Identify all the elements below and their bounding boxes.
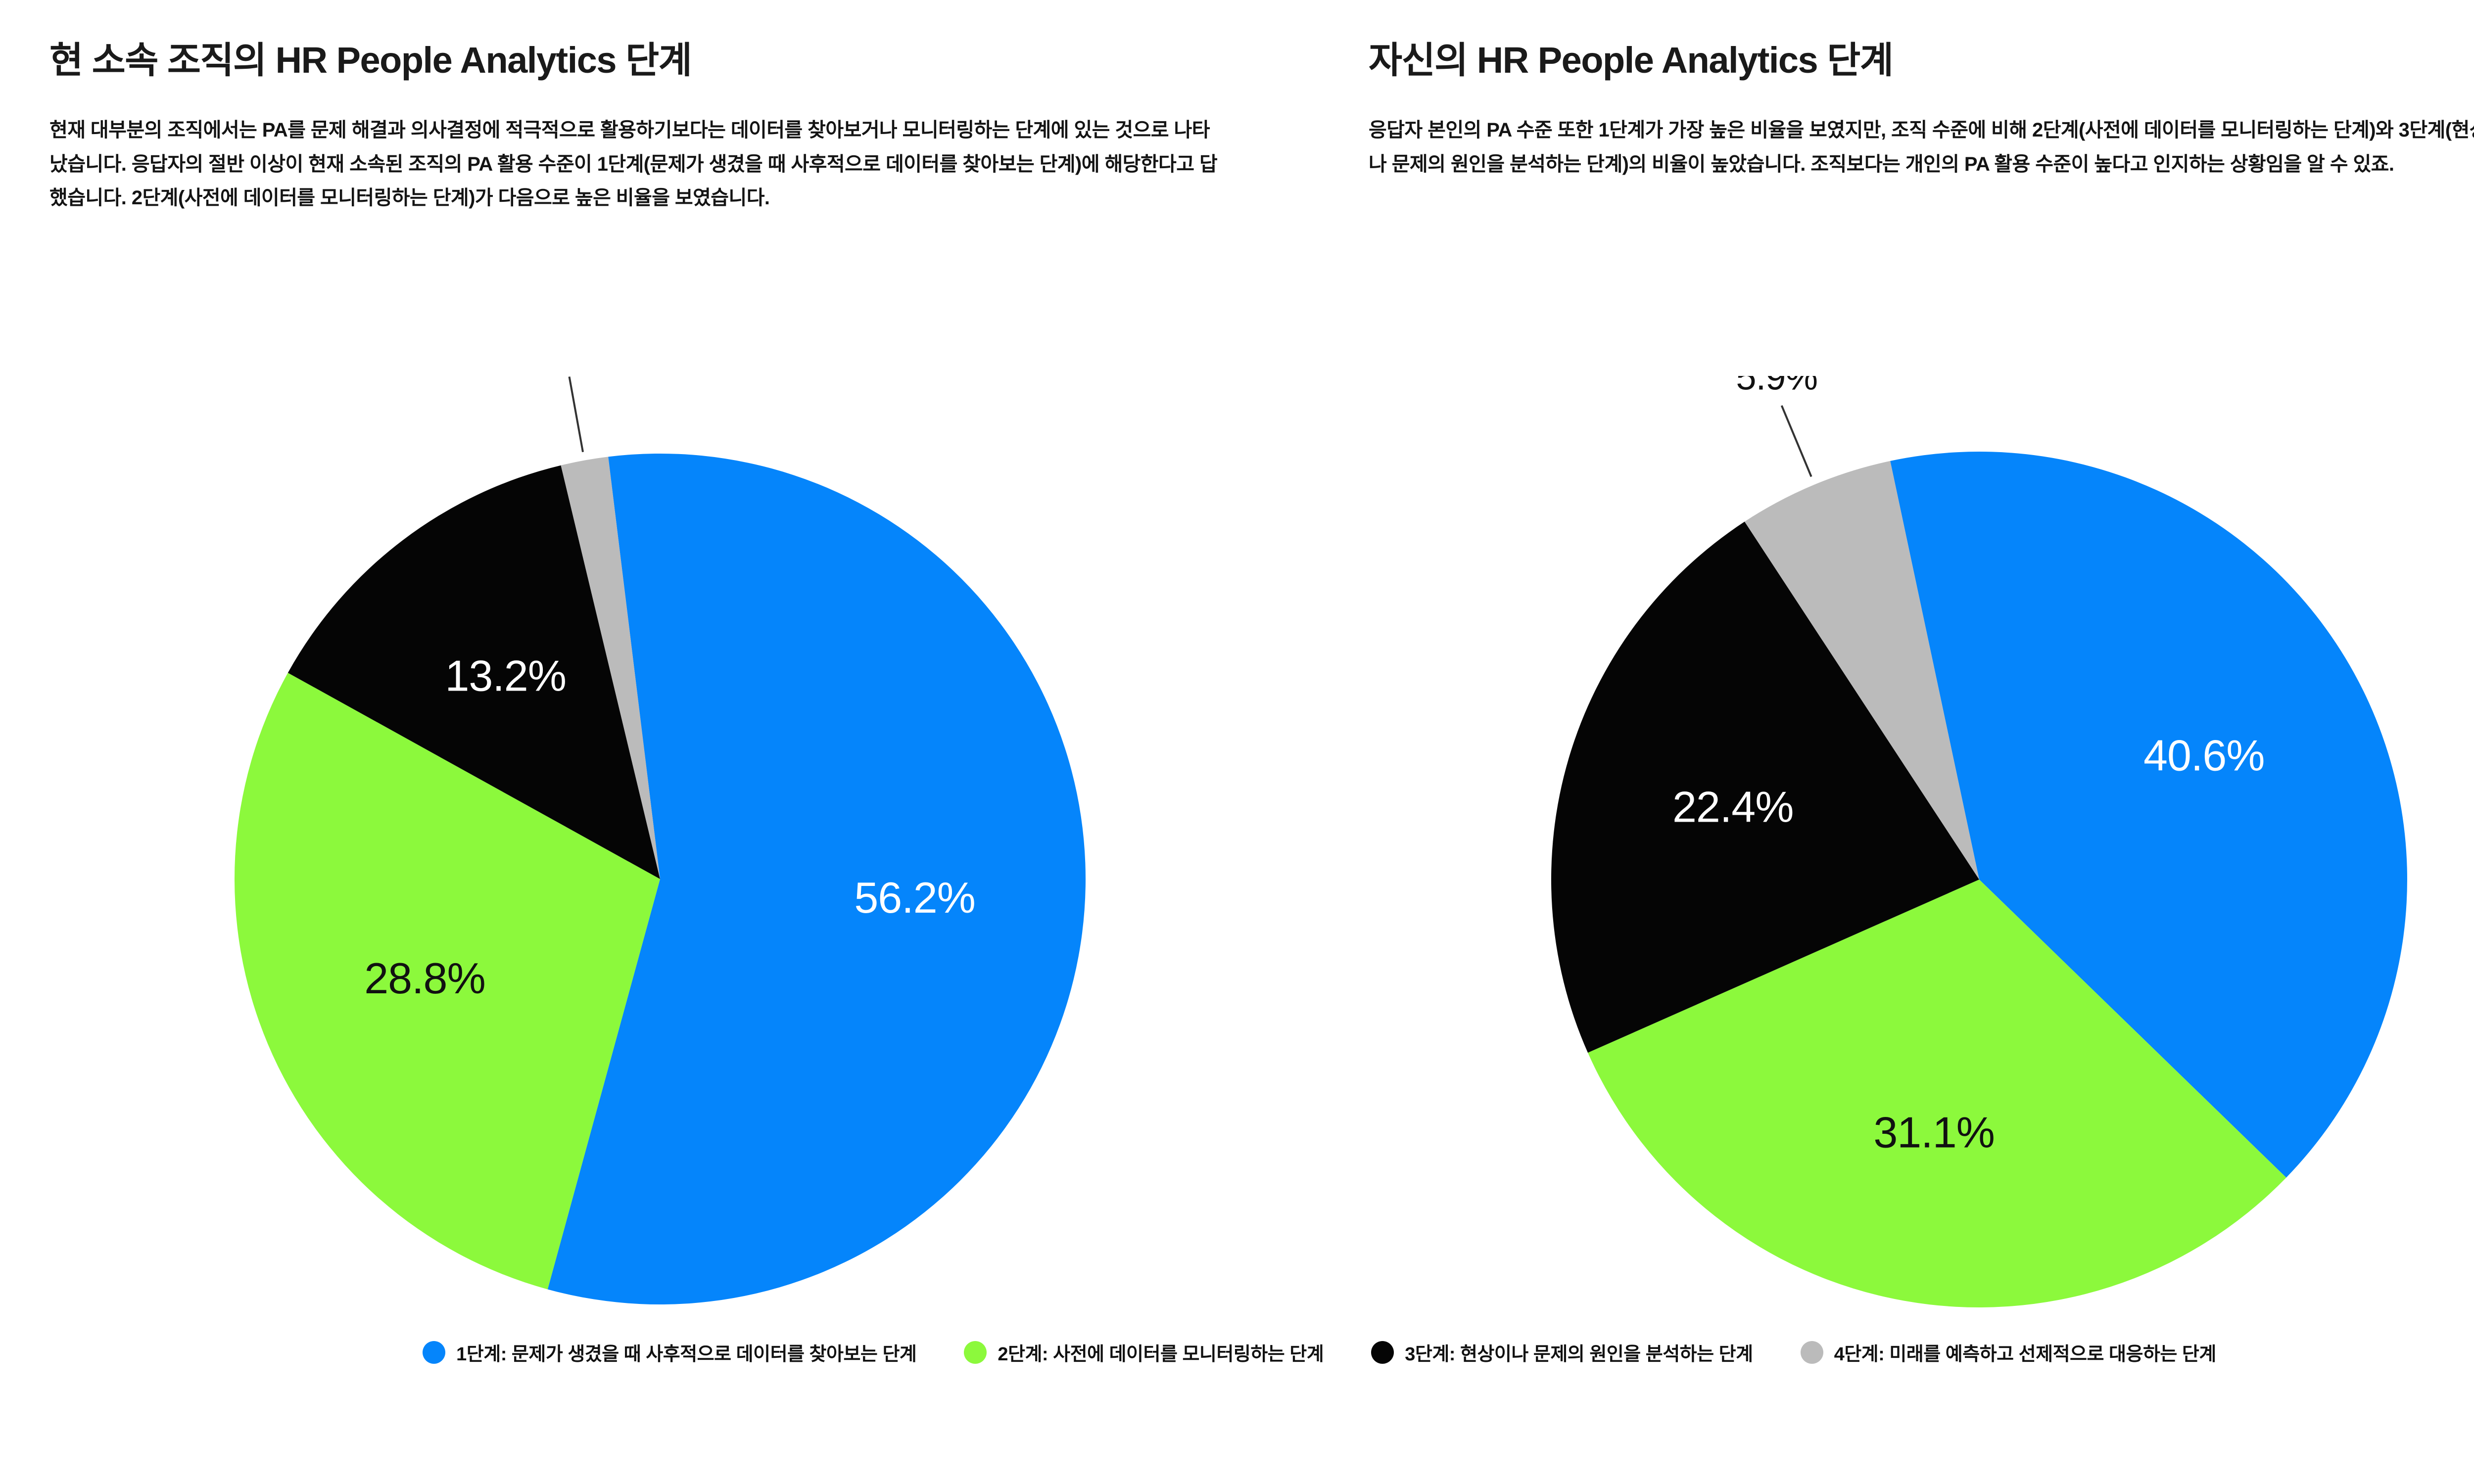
right-pie-chart: 40.6% 31.1% 22.4% 5.9% <box>1319 376 2474 1311</box>
right-chart-panel: 자신의 HR People Analytics 단계 응답자 본인의 PA 수준… <box>1319 0 2474 1311</box>
legend-color-dot <box>1371 1341 1394 1364</box>
legend-label: 2단계: 사전에 데이터를 모니터링하는 단계 <box>998 1344 1324 1365</box>
pie-slice-value-label: 22.4% <box>1672 783 1794 832</box>
legend-item[interactable]: 1단계: 문제가 생겼을 때 사후적으로 데이터를 찾아보는 단계 <box>423 1339 917 1366</box>
pie-slice[interactable] <box>1744 461 1979 880</box>
right-pie-leader-lines <box>1780 405 1812 477</box>
left-pie-chart: 56.2%28.8%13.2%1.8% <box>0 376 1319 1311</box>
pie-slice[interactable] <box>287 465 660 879</box>
left-chart-panel: 현 소속 조직의 HR People Analytics 단계 현재 대부분의 … <box>0 0 1319 1311</box>
legend-color-dot <box>1800 1341 1823 1364</box>
right-chart-title: 자신의 HR People Analytics 단계 <box>1369 40 1894 81</box>
left-pie-slices <box>234 454 1086 1304</box>
pie-slice-value-label: 56.2% <box>854 873 975 922</box>
chart-legend: 1단계: 문제가 생겼을 때 사후적으로 데이터를 찾아보는 단계 2단계: 사전… <box>0 1339 2474 1408</box>
right-pie-svg: 40.6% 31.1% 22.4% 5.9% <box>1551 376 2407 1307</box>
legend-label: 1단계: 문제가 생겼을 때 사후적으로 데이터를 찾아보는 단계 <box>456 1344 917 1365</box>
right-pie-value-labels: 40.6% 31.1% 22.4% 5.9% <box>1672 376 2265 1157</box>
left-pie-leader-lines <box>568 376 584 453</box>
legend-label: 4단계: 미래를 예측하고 선제적으로 대응하는 단계 <box>1834 1344 2217 1365</box>
left-text-block: 현 소속 조직의 HR People Analytics 단계 현재 대부분의 … <box>49 39 1247 215</box>
pie-slice-value-label: 28.8% <box>364 954 485 1003</box>
pie-label-leader-line <box>1780 405 1812 477</box>
pie-slice[interactable] <box>547 454 1086 1304</box>
pie-slice[interactable] <box>1890 451 2407 1178</box>
legend-color-dot <box>423 1341 446 1364</box>
legend-item[interactable]: 2단계: 사전에 데이터를 모니터링하는 단계 <box>964 1339 1324 1366</box>
pie-slice[interactable] <box>234 673 660 1290</box>
legend-item[interactable]: 3단계: 현상이나 문제의 원인을 분석하는 단계 <box>1371 1339 1753 1366</box>
right-chart-description: 응답자 본인의 PA 수준 또한 1단계가 가장 높은 비율을 보였지만, 조직… <box>1369 119 2474 175</box>
right-text-block: 자신의 HR People Analytics 단계 응답자 본인의 PA 수준… <box>1369 39 2474 181</box>
left-chart-title: 현 소속 조직의 HR People Analytics 단계 <box>49 40 692 81</box>
right-pie-slices <box>1551 451 2407 1307</box>
legend-item[interactable]: 4단계: 미래를 예측하고 선제적으로 대응하는 단계 <box>1800 1339 2217 1366</box>
pie-slice[interactable] <box>561 457 660 879</box>
pie-slice-value-label: 31.1% <box>1873 1108 1995 1157</box>
pie-slice[interactable] <box>1588 880 2286 1307</box>
left-pie-value-labels: 56.2%28.8%13.2%1.8% <box>364 651 976 1003</box>
pie-slice-value-label: 5.9% <box>1736 376 1817 397</box>
pie-slice-value-label: 40.6% <box>2143 731 2265 780</box>
pie-slice-value-label: 13.2% <box>445 651 566 700</box>
left-pie-svg: 56.2%28.8%13.2%1.8% <box>234 376 1086 1304</box>
legend-color-dot <box>964 1341 987 1364</box>
chart-columns: 현 소속 조직의 HR People Analytics 단계 현재 대부분의 … <box>0 0 2474 1311</box>
pie-slice[interactable] <box>1551 521 1979 1053</box>
left-chart-description: 현재 대부분의 조직에서는 PA를 문제 해결과 의사결정에 적극적으로 활용하… <box>49 119 1218 209</box>
pie-label-leader-line <box>568 376 584 453</box>
legend-label: 3단계: 현상이나 문제의 원인을 분석하는 단계 <box>1405 1344 1753 1365</box>
